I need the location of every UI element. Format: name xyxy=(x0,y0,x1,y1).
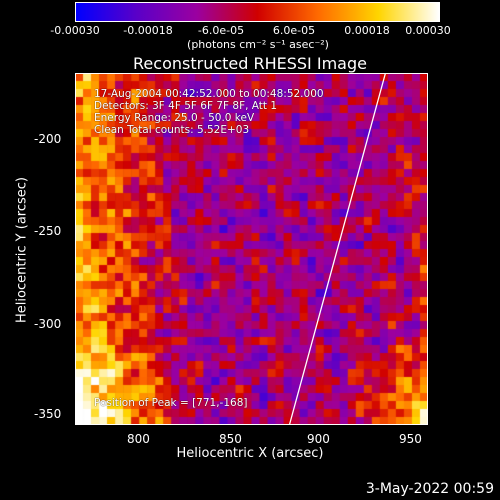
colorbar-tick: -6.0e-05 xyxy=(197,24,245,37)
colorbar-tick: -0.00030 xyxy=(50,24,100,37)
info-detectors: Detectors: 3F 4F 5F 6F 7F 8F, Att 1 xyxy=(94,100,278,112)
plot-overlay xyxy=(75,73,428,425)
colorbar-units: (photons cm⁻² s⁻¹ asec⁻²) xyxy=(187,38,329,51)
y-tick-label: -200 xyxy=(34,132,62,146)
y-tick-label: -300 xyxy=(34,317,62,331)
y-tick-label: -250 xyxy=(34,224,62,238)
x-tick-label: 850 xyxy=(219,432,242,446)
colorbar-tick: 0.00030 xyxy=(405,24,451,37)
colorbar-tick: 6.0e-05 xyxy=(272,24,316,37)
chart-title: Reconstructed RHESSI Image xyxy=(133,54,367,73)
plot-area xyxy=(75,73,428,425)
colorbar-tick: -0.00018 xyxy=(123,24,173,37)
info-counts: Clean Total counts: 5.52E+03 xyxy=(94,124,250,136)
y-tick-label: -350 xyxy=(34,407,62,421)
x-tick-label: 800 xyxy=(127,432,150,446)
x-tick-label: 900 xyxy=(307,432,330,446)
x-axis-label: Heliocentric X (arcsec) xyxy=(176,446,324,461)
footer-timestamp: 3-May-2022 00:59 xyxy=(365,481,494,497)
solar-limb-line xyxy=(288,73,387,425)
x-tick-label: 950 xyxy=(399,432,422,446)
peak-position-label: Position of Peak = [771,-168] xyxy=(94,397,248,409)
colorbar-tick: 0.00018 xyxy=(344,24,390,37)
info-time-range: 17-Aug-2004 00:42:52.000 to 00:48:52.000 xyxy=(94,88,324,100)
colorbar xyxy=(75,2,440,22)
plot-frame xyxy=(75,73,428,425)
y-axis-label: Heliocentric Y (arcsec) xyxy=(14,177,30,323)
info-energy-range: Energy Range: 25.0 - 50.0 keV xyxy=(94,112,255,124)
